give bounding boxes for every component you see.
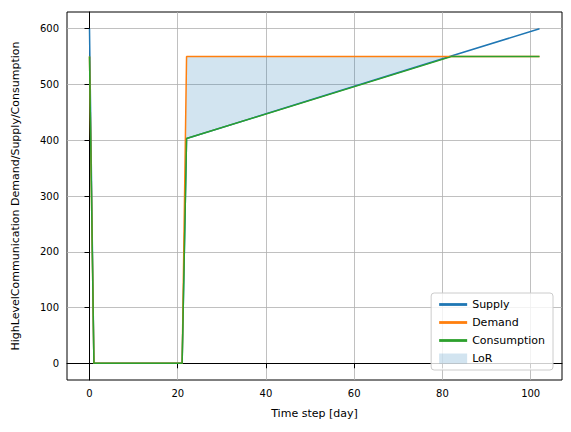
svg-text:Time step [day]: Time step [day] <box>270 407 358 420</box>
svg-text:200: 200 <box>40 246 59 257</box>
svg-text:400: 400 <box>40 135 59 146</box>
svg-text:LoR: LoR <box>472 352 493 365</box>
svg-text:Supply: Supply <box>472 298 510 311</box>
svg-text:0: 0 <box>53 358 59 369</box>
svg-text:Demand: Demand <box>472 316 519 329</box>
svg-text:0: 0 <box>86 388 92 399</box>
svg-text:HighLevelCommunication Demand/: HighLevelCommunication Demand/Supply/Con… <box>9 42 22 351</box>
svg-text:60: 60 <box>348 388 361 399</box>
svg-text:20: 20 <box>171 388 184 399</box>
svg-text:600: 600 <box>40 23 59 34</box>
svg-text:100: 100 <box>521 388 540 399</box>
svg-text:80: 80 <box>436 388 449 399</box>
svg-text:300: 300 <box>40 191 59 202</box>
svg-text:Consumption: Consumption <box>472 334 545 347</box>
svg-text:100: 100 <box>40 302 59 313</box>
svg-text:40: 40 <box>260 388 273 399</box>
svg-text:500: 500 <box>40 79 59 90</box>
